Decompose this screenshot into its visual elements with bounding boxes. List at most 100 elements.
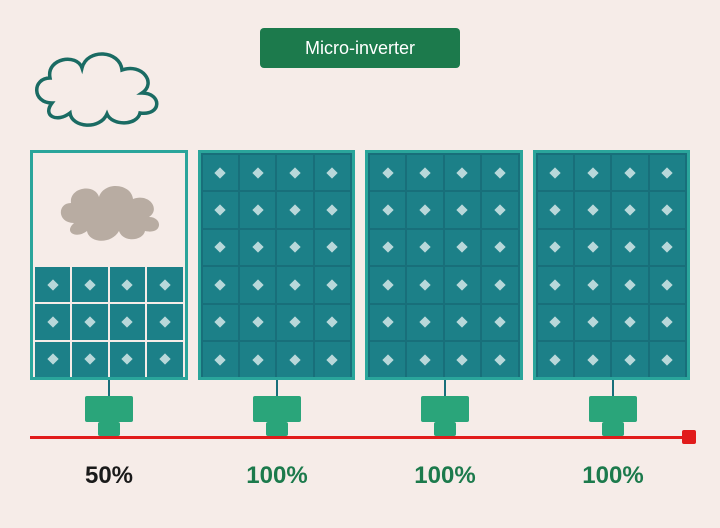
- title-text: Micro-inverter: [305, 38, 415, 59]
- panel-cell: [72, 267, 107, 302]
- panel-cell: [110, 267, 145, 302]
- micro-inverter-base-icon: [266, 422, 288, 436]
- panel-cell: [72, 304, 107, 339]
- panel-cell: [370, 192, 405, 227]
- panel-cell: [482, 192, 517, 227]
- panel-cell: [482, 342, 517, 377]
- panel-cell: [315, 305, 350, 340]
- panel-cells: [368, 153, 520, 377]
- panel-cell: [315, 155, 350, 190]
- panel-cell: [277, 192, 312, 227]
- title-box: Micro-inverter: [260, 28, 460, 68]
- panel-cell: [370, 305, 405, 340]
- panel-cell: [407, 192, 442, 227]
- panel-cell: [240, 342, 275, 377]
- micro-inverter-icon: [421, 396, 469, 422]
- panel-cell: [575, 342, 610, 377]
- panel-cell: [612, 230, 647, 265]
- panel-cell: [612, 155, 647, 190]
- panel-cell: [575, 267, 610, 302]
- cloud-icon: [22, 38, 172, 133]
- panel-cell: [482, 230, 517, 265]
- panel-cell: [650, 305, 685, 340]
- panel-cell: [407, 230, 442, 265]
- panel-cells: [201, 153, 353, 377]
- solar-panel: [533, 150, 691, 380]
- panel-cell: [612, 305, 647, 340]
- panel-cell: [277, 155, 312, 190]
- panel-cells: [536, 153, 688, 377]
- panel-cell: [203, 342, 238, 377]
- micro-inverter-icon: [253, 396, 301, 422]
- panel-cell: [240, 192, 275, 227]
- panel-cell: [445, 305, 480, 340]
- panel-cell: [482, 267, 517, 302]
- panel-cell: [482, 305, 517, 340]
- output-percent-label: 100%: [534, 462, 692, 490]
- panel-cell: [407, 267, 442, 302]
- panel-cell: [240, 267, 275, 302]
- panel-cell: [72, 342, 107, 377]
- connectors-area: [30, 380, 690, 450]
- panel-cell: [407, 305, 442, 340]
- panel-cell: [445, 267, 480, 302]
- panel-cell: [203, 192, 238, 227]
- panel-cell: [240, 305, 275, 340]
- panel-cell: [482, 155, 517, 190]
- panel-cell: [110, 342, 145, 377]
- panel-cell: [35, 267, 70, 302]
- panel-cell: [203, 230, 238, 265]
- main-wire: [30, 436, 690, 439]
- panel-cell: [203, 305, 238, 340]
- panel-cell: [538, 267, 573, 302]
- panel-cell: [407, 155, 442, 190]
- panel-cell: [445, 155, 480, 190]
- panel-cell: [370, 155, 405, 190]
- panel-cell: [575, 192, 610, 227]
- panel-cell: [650, 230, 685, 265]
- panel-cell: [370, 342, 405, 377]
- shade-cloud-icon: [49, 173, 169, 248]
- micro-inverter-icon: [589, 396, 637, 422]
- panel-cell: [277, 267, 312, 302]
- panel-cell: [407, 342, 442, 377]
- panel-cell: [612, 342, 647, 377]
- panel-cell: [650, 155, 685, 190]
- panel-cell: [370, 267, 405, 302]
- panel-cell: [315, 192, 350, 227]
- panel-cell: [445, 342, 480, 377]
- panel-cell: [147, 304, 182, 339]
- panel-cell: [277, 342, 312, 377]
- panels-row: [30, 150, 690, 380]
- panel-cell: [538, 192, 573, 227]
- panel-cell: [538, 305, 573, 340]
- panel-cell: [35, 342, 70, 377]
- panel-cell: [445, 230, 480, 265]
- panel-cell: [538, 230, 573, 265]
- panel-cell: [612, 192, 647, 227]
- panel-cell: [538, 155, 573, 190]
- panel-cell: [370, 230, 405, 265]
- micro-inverter-icon: [85, 396, 133, 422]
- plug-icon: [682, 430, 696, 444]
- output-percent-label: 50%: [30, 462, 188, 490]
- output-percent-label: 100%: [366, 462, 524, 490]
- panel-cells: [33, 265, 185, 377]
- labels-row: 50% 100% 100% 100%: [30, 462, 690, 502]
- panel-cell: [35, 304, 70, 339]
- panel-cell: [315, 342, 350, 377]
- panel-cell: [110, 304, 145, 339]
- solar-panel: [30, 150, 188, 380]
- panel-cell: [612, 267, 647, 302]
- output-percent-label: 100%: [198, 462, 356, 490]
- panel-cell: [203, 155, 238, 190]
- panel-cell: [538, 342, 573, 377]
- panel-cell: [315, 267, 350, 302]
- micro-inverter-base-icon: [602, 422, 624, 436]
- micro-inverter-base-icon: [98, 422, 120, 436]
- micro-inverter-base-icon: [434, 422, 456, 436]
- panel-cell: [650, 192, 685, 227]
- panel-cell: [575, 305, 610, 340]
- solar-panel: [198, 150, 356, 380]
- panel-cell: [445, 192, 480, 227]
